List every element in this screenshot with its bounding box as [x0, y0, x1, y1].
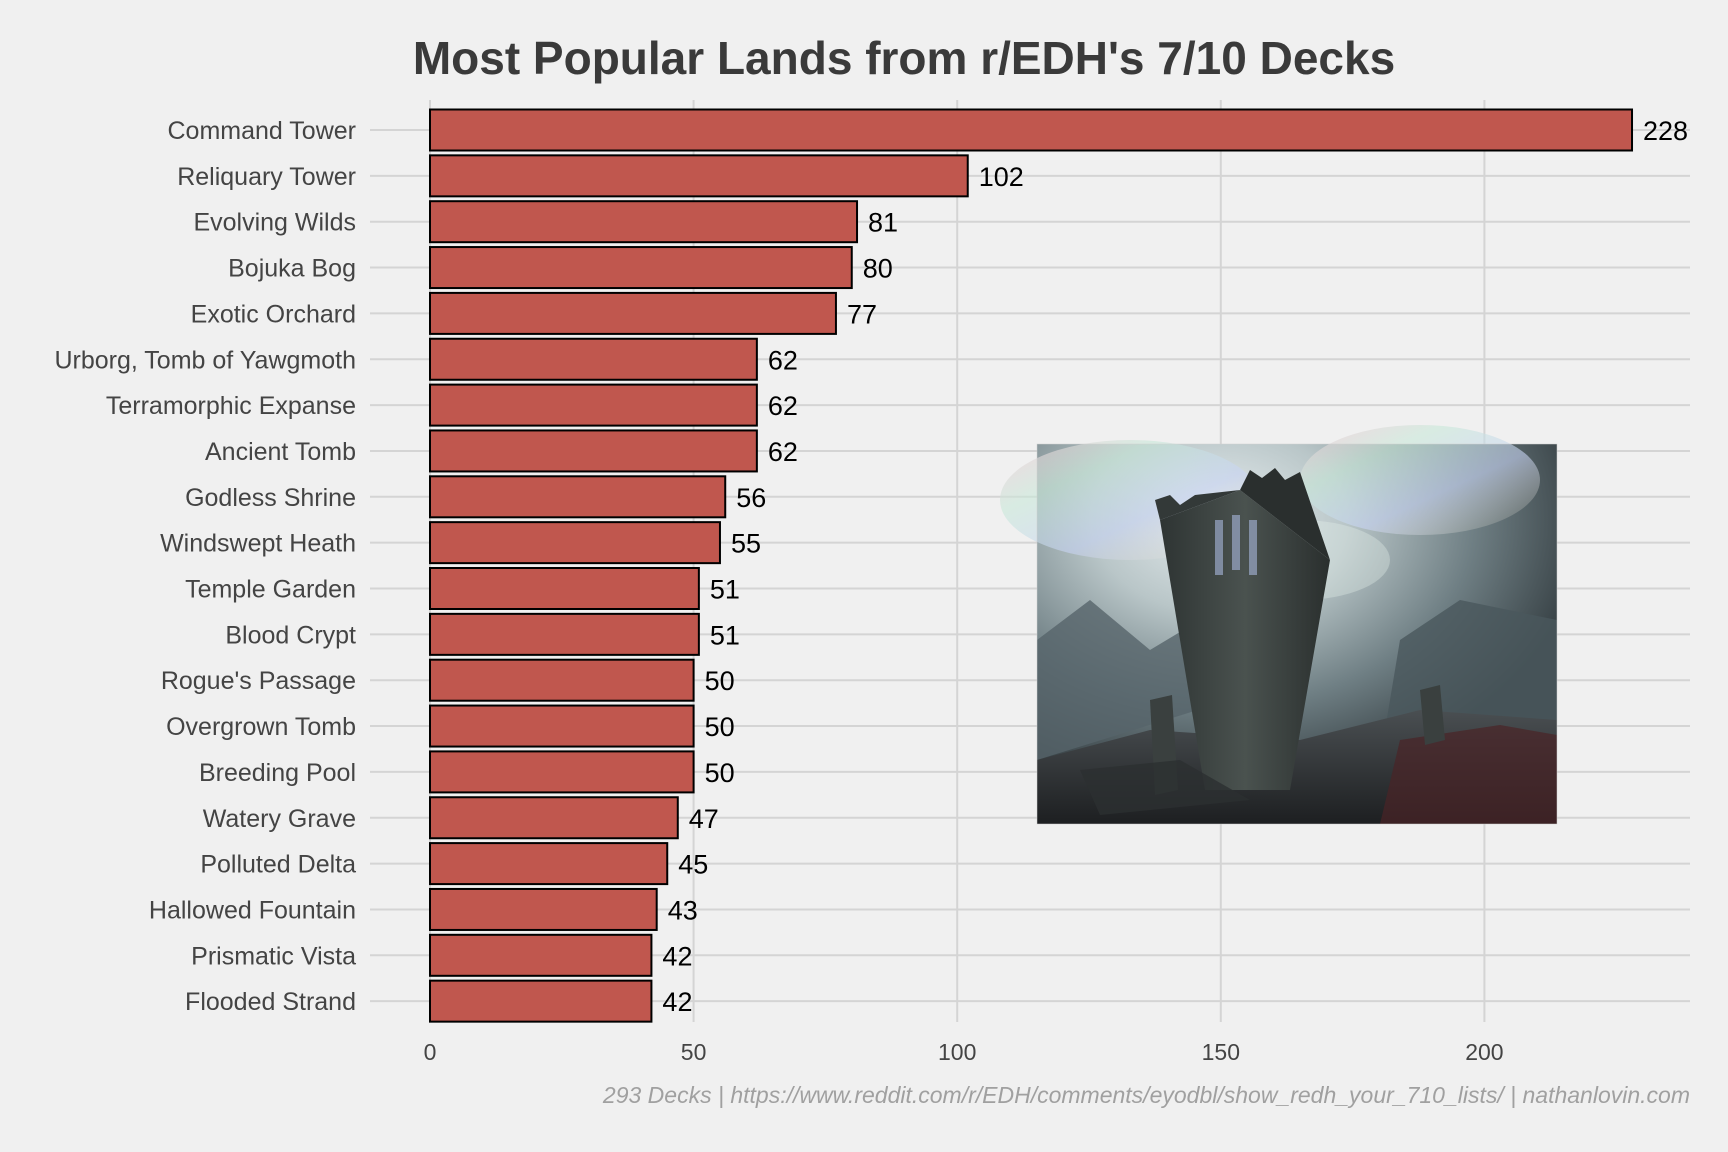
- category-label: Terramorphic Expanse: [106, 392, 356, 420]
- category-label: Ancient Tomb: [205, 438, 356, 466]
- bar: [429, 979, 653, 1023]
- value-label: 228: [1643, 116, 1688, 146]
- bar: [429, 429, 758, 473]
- value-label: 50: [705, 712, 735, 742]
- value-label: 62: [768, 437, 798, 467]
- x-tick-label: 200: [1465, 1039, 1503, 1065]
- value-label: 47: [689, 804, 719, 834]
- bar: [429, 521, 721, 565]
- x-tick-label: 50: [681, 1039, 707, 1065]
- value-label: 102: [979, 162, 1024, 192]
- category-label: Watery Grave: [203, 805, 356, 833]
- value-label: 50: [705, 666, 735, 696]
- value-label: 43: [668, 895, 698, 925]
- x-tick-label: 0: [424, 1039, 437, 1065]
- category-label: Overgrown Tomb: [166, 713, 356, 741]
- bar: [429, 887, 658, 931]
- category-label: Urborg, Tomb of Yawgmoth: [54, 346, 356, 374]
- category-label: Rogue's Passage: [161, 667, 356, 695]
- value-label: 42: [662, 941, 692, 971]
- value-label: 51: [710, 575, 740, 605]
- bars: [429, 108, 1634, 1023]
- card-art-illustration: [1000, 425, 1558, 825]
- bar: [429, 933, 653, 977]
- category-label: Blood Crypt: [225, 621, 356, 649]
- category-label: Windswept Heath: [160, 530, 356, 558]
- value-label: 42: [662, 987, 692, 1017]
- category-label: Hallowed Fountain: [149, 896, 356, 924]
- bar: [429, 383, 758, 427]
- bar: [429, 704, 695, 748]
- category-label: Polluted Delta: [200, 851, 356, 879]
- bar: [429, 246, 853, 290]
- category-label: Prismatic Vista: [191, 942, 356, 970]
- bar: [429, 658, 695, 702]
- value-label: 45: [678, 850, 708, 880]
- value-label: 77: [847, 299, 877, 329]
- category-label: Exotic Orchard: [191, 300, 356, 328]
- value-label: 56: [736, 483, 766, 513]
- value-label: 81: [868, 208, 898, 238]
- category-label: Command Tower: [167, 117, 356, 145]
- category-label: Breeding Pool: [199, 759, 356, 787]
- bar: [429, 200, 859, 244]
- category-label: Flooded Strand: [185, 988, 356, 1016]
- bar: [429, 567, 700, 610]
- chart-title: Most Popular Lands from r/EDH's 7/10 Dec…: [413, 32, 1395, 84]
- category-label: Reliquary Tower: [177, 163, 356, 191]
- bar: [429, 475, 727, 519]
- value-label: 51: [710, 620, 740, 650]
- bar: [429, 612, 700, 656]
- x-tick-label: 150: [1202, 1039, 1240, 1065]
- bar: [429, 108, 1634, 152]
- bar: [429, 750, 695, 794]
- value-label: 62: [768, 345, 798, 375]
- value-label: 62: [768, 391, 798, 421]
- category-label: Temple Garden: [185, 576, 356, 604]
- value-label: 50: [705, 758, 735, 788]
- category-label: Bojuka Bog: [228, 255, 356, 283]
- category-label: Godless Shrine: [185, 484, 356, 512]
- bar: [429, 154, 969, 198]
- chart-caption: 293 Decks | https://www.reddit.com/r/EDH…: [602, 1082, 1690, 1108]
- value-label: 55: [731, 529, 761, 559]
- value-label: 80: [863, 254, 893, 284]
- labels: 0 50 100 150 200 Command Tower 228 Reliquary To…: [54, 116, 1688, 1065]
- bar: [429, 337, 758, 381]
- category-label: Evolving Wilds: [193, 209, 356, 237]
- x-tick-label: 100: [938, 1039, 976, 1065]
- bar: [429, 291, 837, 335]
- bar: [429, 796, 679, 840]
- bar: [429, 842, 669, 886]
